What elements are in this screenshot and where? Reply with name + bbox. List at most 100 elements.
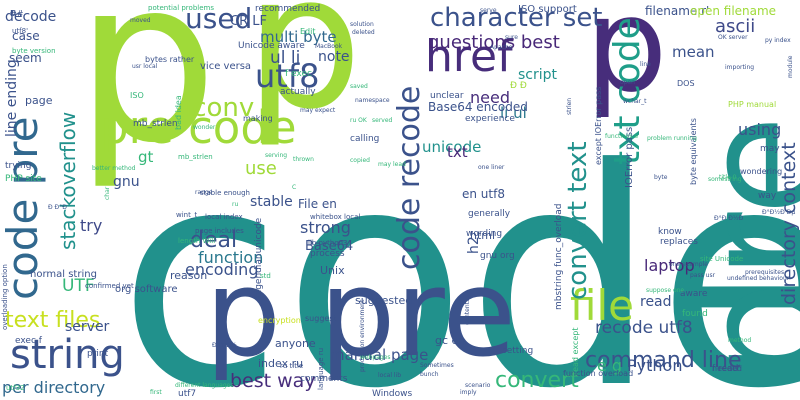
cloud-word: bigendianunicode [254, 217, 264, 298]
cloud-word: function [198, 248, 264, 267]
cloud-word: normal string [30, 269, 97, 280]
cloud-word: py index [765, 37, 791, 44]
cloud-word: functions e [605, 133, 639, 140]
cloud-word: scenario [465, 382, 491, 389]
cloud-word: use [245, 158, 277, 179]
cloud-word: ru title [280, 362, 304, 370]
cloud-word: print [87, 349, 109, 359]
cloud-word: serving [265, 152, 288, 159]
cloud-word: href [425, 31, 513, 82]
cloud-word: case [12, 29, 40, 43]
cloud-word: read except [571, 327, 580, 375]
cloud-word: open [620, 79, 635, 86]
cloud-word: contents [464, 298, 471, 325]
cloud-word: index ru [258, 357, 304, 370]
cloud-word: reason [170, 269, 208, 282]
cloud-word: utf7 [178, 389, 197, 399]
cloud-word: note [318, 49, 350, 65]
cloud-word: f read [712, 364, 739, 374]
cloud-word: ## [10, 9, 24, 18]
cloud-word: wondering [740, 167, 783, 176]
cloud-word: text files [5, 308, 101, 333]
cloud-word: Đ°Đ Đ½Đ [714, 215, 744, 222]
cloud-word: served [372, 117, 393, 124]
cloud-word: wording [466, 229, 503, 239]
cloud-word: utf32 [6, 384, 25, 392]
cloud-word: Unix [320, 264, 345, 277]
cloud-word: page includes [195, 227, 244, 235]
cloud-word: multi byte [260, 28, 337, 46]
cloud-word: anyone [275, 337, 316, 350]
cloud-word: Apache [490, 44, 513, 51]
cloud-word: wchar_t [623, 98, 647, 105]
cloud-word: process [310, 249, 345, 259]
cloud-word: lib python3 [308, 239, 348, 247]
cloud-word: character set [430, 3, 603, 33]
cloud-word: overloading option [1, 264, 9, 330]
cloud-word: confirmed yet [85, 282, 134, 290]
cloud-word: first [150, 389, 162, 396]
cloud-word: string [10, 332, 125, 378]
cloud-word: Sometimes [420, 362, 454, 369]
cloud-word: solution [350, 21, 374, 28]
cloud-word: ISO [130, 91, 144, 100]
cloud-word: line [640, 61, 651, 68]
cloud-word: mean [672, 43, 715, 61]
cloud-word: code recode [392, 85, 427, 270]
cloud-word: somestring [708, 176, 742, 183]
cloud-word: mb_strlen [133, 119, 178, 129]
cloud-word: method [728, 337, 752, 344]
cloud-word: wonder [193, 124, 216, 131]
cloud-word: p pre [205, 245, 517, 384]
cloud-word: Python [627, 356, 683, 375]
cloud-word: strong [300, 218, 351, 237]
cloud-word: thrown [293, 156, 314, 163]
cloud-word: whitebox local [310, 213, 361, 221]
cloud-word: need [470, 88, 510, 107]
cloud-word: byte equivalents [689, 118, 698, 185]
cloud-word: Windows [372, 389, 413, 399]
cloud-word: calling [350, 134, 380, 144]
cloud-word: std [260, 272, 271, 280]
cloud-word: wint_t [176, 211, 198, 219]
cloud-word: per directory [2, 378, 106, 397]
cloud-word: except IOError pass [594, 86, 603, 165]
cloud-word: Đ Đ°Đ½ [212, 342, 237, 349]
cloud-word: questions best [428, 32, 560, 53]
cloud-word: production environment [359, 299, 366, 372]
cloud-word: C [292, 184, 297, 191]
cloud-word: unicode [422, 138, 482, 156]
cloud-word: stable enough [200, 189, 250, 197]
cloud-word: CR LF [230, 14, 267, 29]
cloud-word: Unicode aware [238, 41, 305, 51]
cloud-word: gnu [113, 174, 140, 190]
cloud-word: length Will [178, 237, 216, 245]
cloud-word: imply [460, 389, 477, 396]
cloud-word: local lib [378, 372, 402, 379]
cloud-word: seem [9, 51, 42, 65]
cloud-word: mbstring func_overload [554, 203, 564, 310]
cloud-word: page [25, 94, 53, 107]
cloud-word: Đ°Đ½Đ Đµ [762, 209, 796, 216]
cloud-word: found [682, 309, 708, 319]
cloud-word: try [80, 216, 103, 235]
cloud-word: gc en [435, 334, 466, 347]
cloud-word: Đ Đ°Đ [48, 204, 67, 211]
cloud-word: site Unicode [700, 255, 744, 263]
cloud-word: manual page [330, 346, 429, 364]
cloud-word: Edit [300, 27, 316, 36]
cloud-word: importing [725, 64, 755, 71]
cloud-word: webpages [360, 354, 391, 361]
cloud-word: needed [712, 364, 742, 373]
cloud-word: ru [232, 201, 239, 208]
cloud-word: open filename [690, 4, 777, 18]
cloud-word: suggested [355, 294, 413, 307]
cloud-word: recommended [255, 4, 321, 14]
cloud-word: may expect [300, 107, 336, 114]
cloud-word: one example [669, 261, 708, 268]
cloud-word: PHP site [5, 174, 42, 184]
cloud-word: experience [465, 114, 515, 124]
cloud-word: li ul [500, 104, 527, 122]
cloud-word: Đ [10, 9, 17, 18]
cloud-word: filename r' [645, 4, 710, 18]
